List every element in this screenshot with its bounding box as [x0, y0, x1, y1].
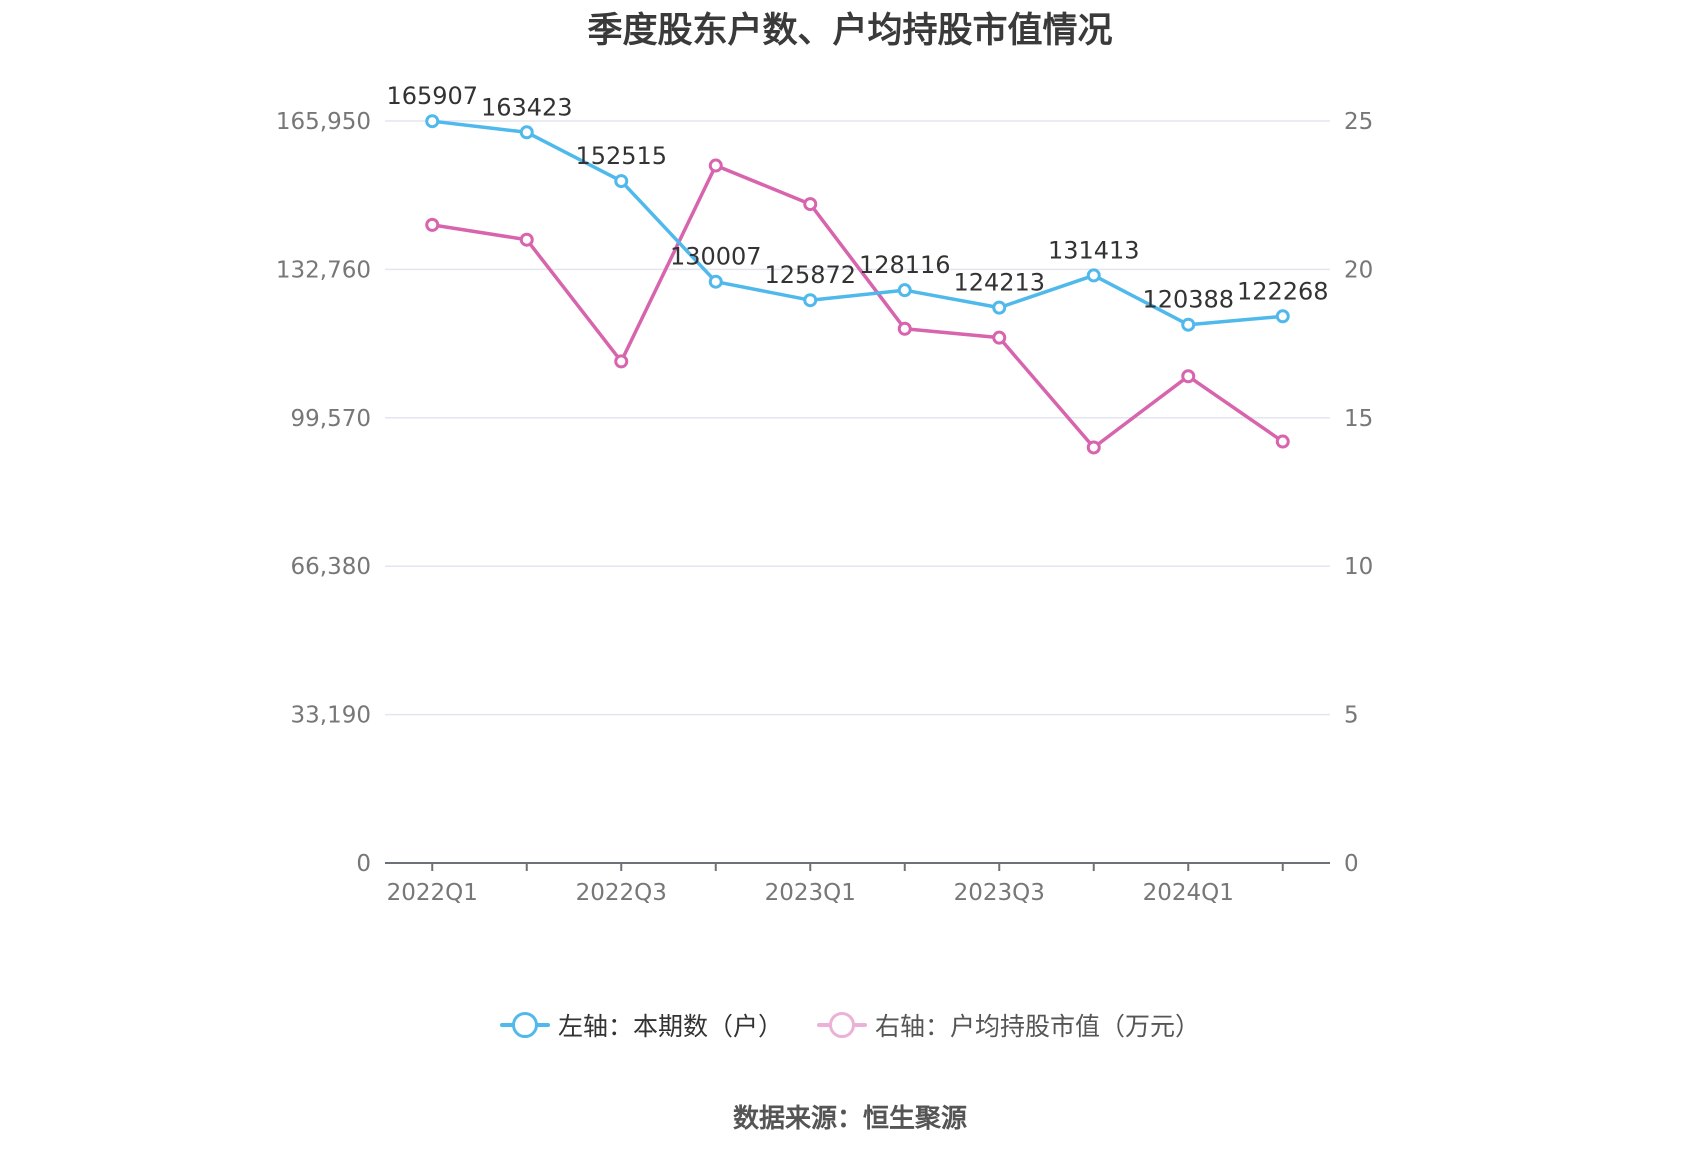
data-point-0	[425, 114, 440, 129]
grid-layer	[385, 120, 1330, 716]
left-y-tick-label: 0	[356, 851, 371, 877]
data-point-1	[897, 321, 912, 336]
series-line-0	[432, 119, 1283, 327]
legend-item-avg-value[interactable]: 右轴：户均持股市值（万元）	[817, 1007, 1200, 1043]
data-label: 165907	[386, 82, 478, 110]
legend-label-households: 左轴：本期数（户）	[557, 1012, 783, 1041]
x-tick-label: 2023Q1	[765, 880, 856, 906]
left-y-tick-label: 132,760	[276, 257, 371, 283]
data-point-1	[803, 197, 818, 212]
legend: 左轴：本期数（户） 右轴：户均持股市值（万元）	[0, 1007, 1700, 1043]
x-tick-label: 2022Q3	[576, 880, 667, 906]
data-point-0	[708, 274, 723, 289]
data-point-0	[1181, 317, 1196, 332]
data-label: 122268	[1237, 277, 1329, 305]
x-tick-label: 2023Q3	[954, 880, 1045, 906]
data-label: 152515	[575, 142, 667, 170]
right-y-tick-label: 20	[1344, 257, 1373, 283]
data-label: 130007	[670, 243, 762, 271]
data-point-0	[1086, 268, 1101, 283]
data-point-1	[425, 217, 440, 232]
data-point-0	[1275, 309, 1290, 324]
data-point-0	[519, 125, 534, 140]
left-y-tick-label: 165,950	[276, 109, 371, 135]
legend-line-circle-icon	[499, 1012, 550, 1038]
data-label: 128116	[859, 251, 951, 279]
source-note: 数据来源：恒生聚源	[732, 1104, 967, 1134]
right-y-tick-label: 25	[1344, 109, 1373, 135]
data-label: 163423	[481, 93, 573, 121]
data-point-1	[1275, 434, 1290, 449]
series-layer	[425, 114, 1290, 455]
right-y-tick-label: 5	[1344, 703, 1359, 729]
legend-label-avg-value: 右轴：户均持股市值（万元）	[875, 1012, 1201, 1041]
right-y-tick-label: 10	[1344, 554, 1373, 580]
legend-line-circle-icon	[817, 1012, 867, 1038]
axis-layer: 0 0 33,190 5 66,380 10 99,570 15 132,760 20 165,95…	[276, 109, 1373, 906]
chart-title: 季度股东户数、户均持股市值情况	[587, 11, 1113, 51]
right-y-tick-label: 15	[1344, 406, 1373, 432]
series-line-1	[431, 163, 1284, 450]
data-label: 124213	[953, 269, 1045, 297]
data-point-0	[897, 283, 912, 298]
data-point-1	[1086, 440, 1101, 455]
x-tick-label: 2024Q1	[1143, 880, 1234, 906]
data-label: 125872	[764, 261, 856, 289]
data-point-0	[992, 300, 1007, 315]
left-y-tick-label: 99,570	[291, 406, 371, 432]
data-point-1	[519, 232, 534, 247]
data-label: 131413	[1048, 236, 1140, 264]
data-point-1	[1181, 369, 1196, 384]
data-point-1	[992, 330, 1007, 345]
data-point-1	[708, 158, 723, 173]
legend-item-households[interactable]: 左轴：本期数（户）	[499, 1007, 783, 1043]
x-tick-label: 2022Q1	[387, 880, 478, 906]
right-y-tick-label: 0	[1344, 851, 1359, 877]
left-y-tick-label: 33,190	[291, 703, 371, 729]
data-point-1	[614, 354, 629, 369]
data-point-0	[803, 293, 818, 308]
data-label: 120388	[1142, 286, 1234, 314]
left-y-tick-label: 66,380	[291, 554, 371, 580]
data-point-0	[614, 174, 629, 189]
